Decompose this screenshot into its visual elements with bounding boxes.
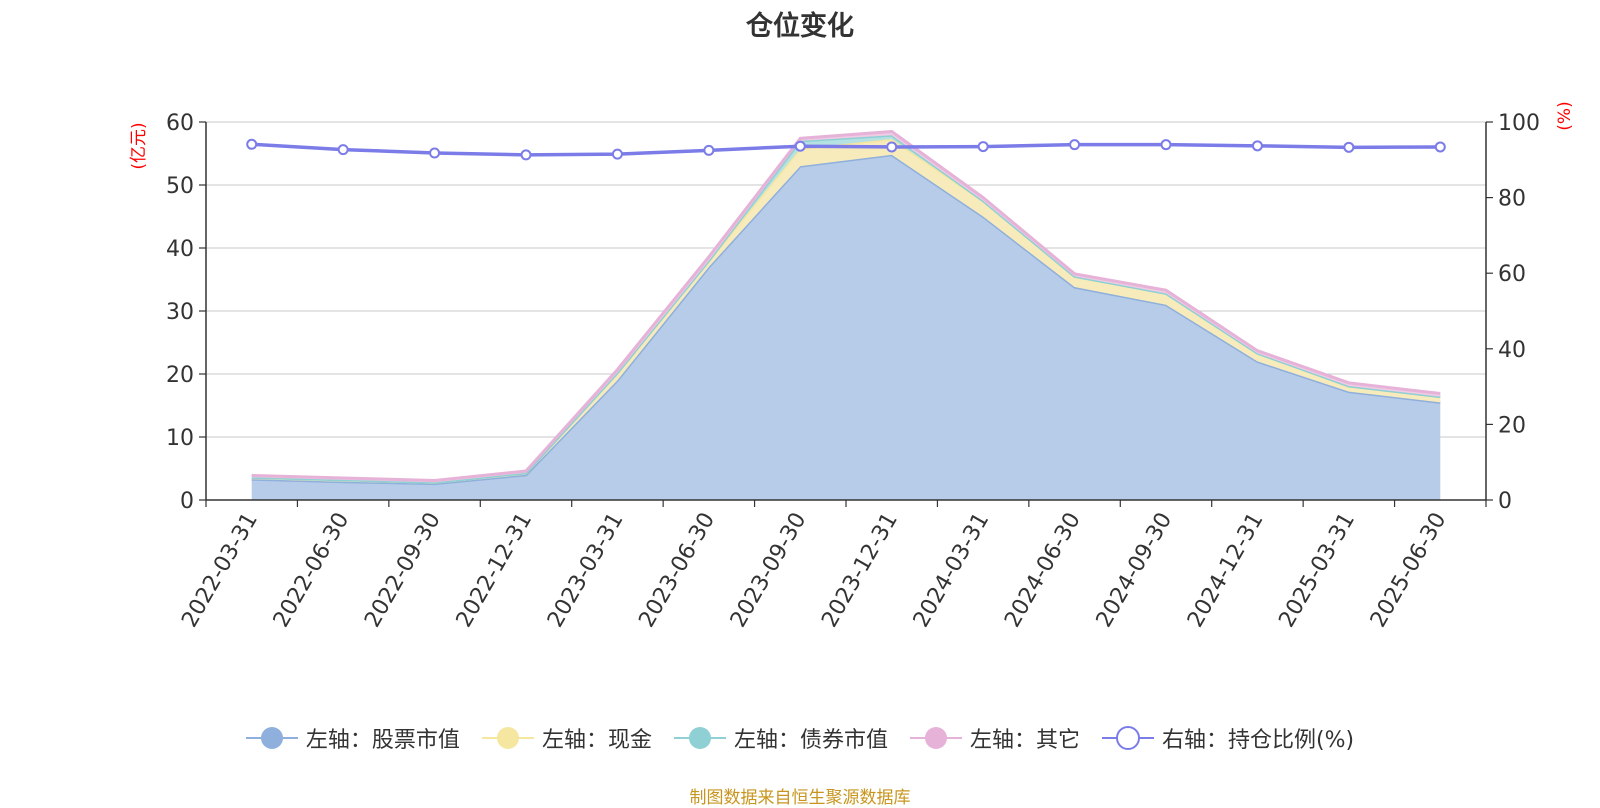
area-8fafdc	[251, 154, 1441, 500]
ratio-point	[886, 141, 898, 153]
legend-item[interactable]: 左轴：股票市值	[245, 722, 460, 754]
legend-item[interactable]: 左轴：其它	[909, 722, 1080, 754]
x-tick-label: 2023-03-31	[543, 509, 629, 632]
legend-label: 左轴：股票市值	[305, 728, 460, 753]
left-tick-label: 60	[166, 111, 194, 136]
right-tick-label: 20	[1498, 413, 1526, 438]
ratio-point	[1343, 141, 1355, 153]
x-tick-label: 2024-12-31	[1183, 509, 1269, 632]
legend: 左轴：股票市值 左轴：现金 左轴：债券市值 左轴：其它 右轴：持仓比例(%)	[0, 722, 1600, 754]
right-tick-label: 40	[1498, 338, 1526, 363]
legend-item[interactable]: 右轴：持仓比例(%)	[1101, 722, 1355, 754]
left-tick-label: 0	[180, 489, 194, 514]
ratio-point	[611, 148, 623, 160]
legend-swatch-icon	[909, 727, 962, 749]
legend-swatch-icon	[245, 727, 298, 749]
ratio-point	[1069, 139, 1081, 151]
x-tick-label: 2023-06-30	[634, 509, 720, 632]
legend-swatch-icon	[481, 727, 534, 749]
ratio-point	[1434, 141, 1446, 153]
ratio-point	[1160, 139, 1172, 151]
right-tick-label: 80	[1498, 187, 1526, 212]
x-tick-label: 2025-06-30	[1366, 509, 1452, 632]
x-tick-label: 2023-12-31	[817, 509, 903, 632]
ratio-point	[337, 144, 349, 156]
ratio-point	[1251, 140, 1263, 152]
line-layer	[246, 138, 1446, 161]
left-axis-label: (亿元)	[129, 122, 149, 169]
x-tick-label: 2024-09-30	[1092, 509, 1178, 632]
legend-swatch-icon	[673, 727, 726, 749]
ratio-line	[251, 142, 1441, 157]
right-axis-label: (%)	[1555, 101, 1575, 130]
left-tick-label: 40	[166, 237, 194, 262]
ratio-point	[246, 138, 258, 150]
x-tick-label: 2024-03-31	[909, 508, 995, 631]
x-tick-label: 2023-09-30	[726, 509, 812, 632]
ratio-point	[429, 147, 441, 159]
ratio-point	[794, 140, 806, 152]
legend-item[interactable]: 左轴：现金	[481, 722, 652, 754]
area-edge-line	[251, 129, 1441, 482]
source-note: 制图数据来自恒生聚源数据库	[689, 788, 911, 808]
legend-label: 左轴：债券市值	[733, 728, 888, 753]
ratio-point	[703, 144, 715, 156]
left-tick-label: 30	[166, 300, 194, 325]
x-tick-label: 2022-09-30	[360, 508, 446, 631]
legend-item[interactable]: 左轴：债券市值	[673, 722, 888, 754]
right-tick-label: 0	[1498, 489, 1512, 514]
left-tick-label: 50	[166, 174, 194, 199]
chart-title: 仓位变化	[746, 11, 854, 42]
left-tick-label: 10	[166, 426, 194, 451]
legend-label: 左轴：现金	[541, 728, 652, 753]
x-tick-label: 2025-03-31	[1274, 509, 1360, 632]
ratio-point	[977, 141, 989, 153]
x-tick-label: 2022-03-31	[177, 509, 263, 632]
x-tick-label: 2024-06-30	[1000, 509, 1086, 632]
legend-swatch-icon	[1101, 726, 1154, 750]
right-tick-label: 60	[1498, 262, 1526, 287]
area-layer	[251, 129, 1441, 500]
legend-label: 右轴：持仓比例(%)	[1161, 728, 1355, 753]
ratio-point	[520, 149, 532, 161]
x-tick-label: 2022-06-30	[269, 509, 355, 632]
legend-label: 左轴：其它	[969, 728, 1080, 753]
left-tick-label: 20	[166, 363, 194, 388]
right-tick-label: 100	[1498, 111, 1540, 136]
x-tick-label: 2022-12-31	[452, 509, 538, 632]
